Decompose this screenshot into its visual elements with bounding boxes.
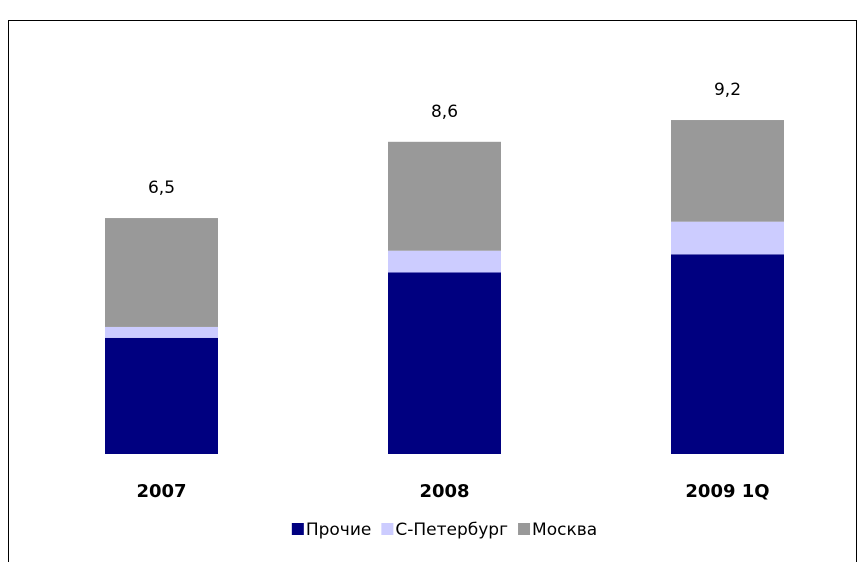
total-label: 6,5 <box>148 178 175 198</box>
total-label: 9,2 <box>714 80 741 100</box>
bar-segment <box>671 221 784 255</box>
legend-swatch <box>381 523 394 535</box>
legend-label: Прочие <box>306 520 372 540</box>
frame <box>8 20 857 562</box>
legend-swatch <box>291 523 304 535</box>
bar-segment <box>671 120 784 222</box>
legend-swatch <box>518 523 531 535</box>
legend-label: Москва <box>532 520 597 540</box>
legend-label: С-Петербург <box>395 520 508 540</box>
total-label: 8,6 <box>431 102 458 122</box>
bar-segment <box>105 218 218 327</box>
bar-segment <box>388 272 501 454</box>
x-tick-label: 2008 <box>419 481 469 502</box>
x-tick-label: 2009 1Q <box>685 481 769 502</box>
x-tick-label: 2007 <box>136 481 186 502</box>
bar-segment <box>388 250 501 273</box>
bar-segment <box>671 254 784 454</box>
bar-segment <box>105 337 218 454</box>
bar-segment <box>105 326 218 338</box>
legend: Прочие С-Петербург Москва <box>291 520 597 540</box>
bar-segment <box>388 141 501 251</box>
